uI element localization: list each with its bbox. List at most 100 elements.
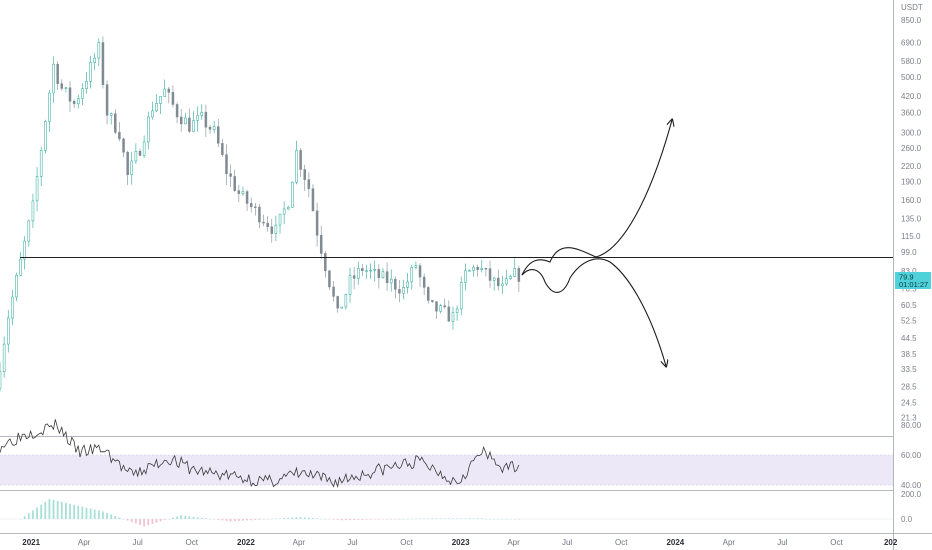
- macd-bar: [229, 519, 232, 522]
- candle: [171, 85, 175, 108]
- macd-scale[interactable]: 200.0 0.0: [901, 490, 922, 524]
- candle: [307, 172, 311, 198]
- macd-bar: [233, 519, 236, 522]
- candle: [254, 202, 257, 216]
- candle: [398, 279, 401, 303]
- macd-bar: [44, 501, 47, 519]
- rsi-pane[interactable]: [0, 419, 893, 488]
- candle: [377, 264, 381, 289]
- macd-bar: [217, 519, 220, 520]
- candle: [44, 119, 47, 154]
- candle: [105, 80, 109, 125]
- bar-countdown: 01:01:27: [899, 280, 928, 289]
- time-label-month: Oct: [400, 538, 413, 547]
- candle: [324, 251, 327, 278]
- macd-bar: [73, 504, 76, 519]
- macd-histogram: [19, 499, 520, 527]
- macd-bar: [468, 518, 471, 519]
- rsi-scale[interactable]: 80.00 60.00 40.00: [901, 421, 922, 490]
- macd-bar: [23, 516, 26, 519]
- candle: [126, 150, 129, 186]
- candle: [35, 167, 39, 212]
- price-tick-label: 28.5: [901, 382, 917, 391]
- price-tick-label: 24.5: [901, 399, 917, 408]
- time-label-month: Oct: [186, 538, 199, 547]
- candle: [357, 261, 360, 285]
- macd-bar: [60, 501, 63, 519]
- candle: [418, 263, 422, 288]
- macd-bar: [163, 519, 166, 521]
- candle: [291, 181, 294, 208]
- macd-bar: [180, 515, 183, 519]
- macd-bar: [200, 517, 203, 519]
- candle: [270, 218, 274, 243]
- scenario-drawing[interactable]: [521, 120, 672, 366]
- last-price-label: 79.9: [899, 273, 914, 282]
- macd-bar: [345, 519, 347, 521]
- macd-tick-label: 0.0: [901, 515, 913, 524]
- candle: [155, 94, 158, 113]
- macd-bar: [452, 518, 454, 519]
- macd-bar: [431, 518, 434, 519]
- candle: [23, 236, 26, 270]
- candle: [27, 219, 31, 247]
- candle: [2, 336, 6, 378]
- candle: [204, 104, 208, 138]
- bearish-path: [521, 258, 666, 366]
- candle: [60, 79, 64, 91]
- macd-bar: [89, 508, 92, 519]
- candle: [241, 186, 245, 196]
- candle: [138, 148, 142, 157]
- candle: [93, 52, 96, 71]
- candle: [406, 272, 409, 294]
- candle: [488, 260, 492, 288]
- price-candles: [0, 36, 521, 392]
- macd-bar: [225, 519, 228, 521]
- macd-bar: [307, 517, 310, 519]
- candle: [282, 201, 286, 225]
- candle: [385, 262, 389, 291]
- macd-bar: [159, 519, 162, 522]
- candle: [319, 225, 323, 260]
- candle: [422, 273, 426, 296]
- time-axis[interactable]: 2021 Apr Jul Oct 2022 Apr Jul Oct 2023 Apr Jul Oct 2…: [22, 538, 898, 547]
- candle: [167, 86, 171, 104]
- price-scale[interactable]: USDT 850.0 690.0 580.0 500.0 420.0 360.0 300.0…: [895, 3, 931, 423]
- candle: [19, 251, 22, 276]
- macd-bar: [147, 519, 150, 526]
- macd-bar: [287, 517, 290, 519]
- macd-bar: [250, 519, 253, 521]
- macd-bar: [184, 515, 187, 519]
- price-tick-label: 160.0: [901, 196, 922, 205]
- bullish-path: [521, 120, 672, 276]
- candle: [459, 276, 463, 316]
- macd-bar: [336, 519, 339, 520]
- price-tick-label: 83.0: [901, 267, 917, 276]
- time-label-year: 202: [884, 538, 898, 547]
- candle: [476, 264, 479, 277]
- candle: [505, 269, 508, 287]
- macd-pane[interactable]: [0, 499, 893, 527]
- candle: [472, 264, 475, 277]
- rsi-tick-label: 80.00: [901, 421, 922, 430]
- price-pane[interactable]: [0, 0, 893, 436]
- macd-bar: [69, 503, 71, 519]
- candle: [303, 164, 306, 191]
- macd-bar: [242, 519, 244, 521]
- macd-bar: [192, 516, 195, 519]
- last-price-badge: [895, 272, 931, 289]
- price-tick-label: 500.0: [901, 73, 922, 82]
- time-label-month: Oct: [830, 538, 843, 547]
- macd-bar: [357, 519, 360, 520]
- price-tick-label: 70.5: [901, 285, 917, 294]
- candle: [68, 80, 72, 112]
- candle: [311, 184, 315, 212]
- candle: [480, 259, 484, 273]
- candle: [196, 106, 199, 132]
- candle: [299, 148, 302, 178]
- candle: [159, 96, 162, 114]
- macd-bar: [439, 518, 442, 519]
- candle: [109, 112, 113, 125]
- macd-bar: [283, 518, 286, 519]
